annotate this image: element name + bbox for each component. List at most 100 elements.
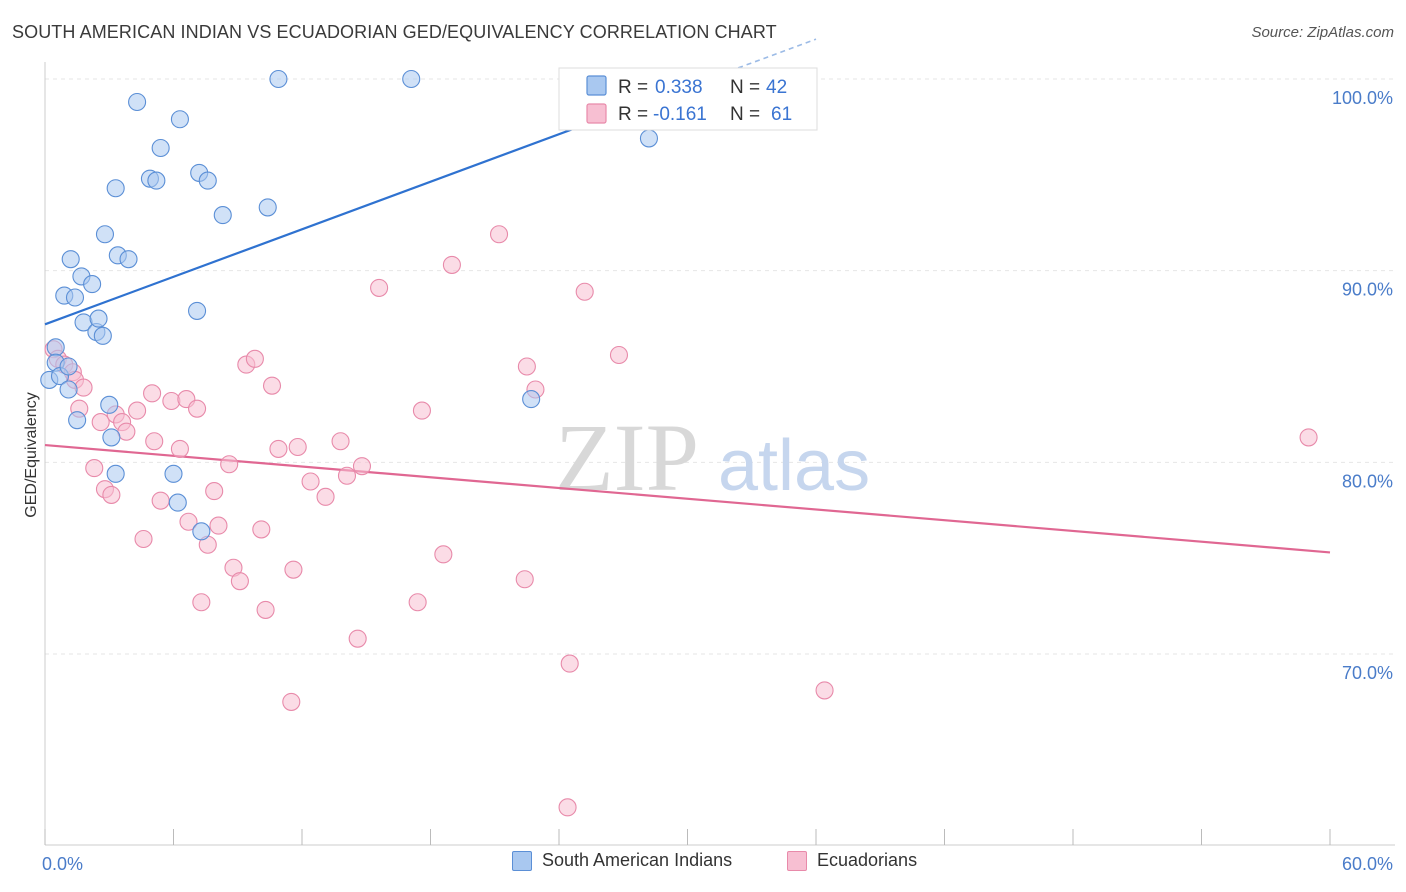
point-south-american-indians [61, 250, 80, 269]
legend-n-label-2: N = [730, 104, 760, 125]
point-ecuadorians [434, 545, 453, 564]
legend-item-south-american-indians: South American Indians [512, 850, 732, 871]
point-ecuadorians [609, 345, 629, 365]
point-ecuadorians [370, 278, 389, 297]
point-ecuadorians [412, 401, 431, 420]
point-ecuadorians [288, 437, 307, 457]
y-axis-title: GED/Equivalency [23, 392, 40, 517]
legend-r-label-1: R = [618, 77, 648, 98]
point-ecuadorians [348, 629, 367, 648]
point-ecuadorians [316, 487, 335, 506]
point-ecuadorians [179, 512, 198, 531]
point-ecuadorians [205, 482, 224, 501]
legend-n-value-2: 61 [771, 104, 792, 125]
point-south-american-indians [128, 92, 147, 112]
y-tick-label: 100.0% [1332, 88, 1393, 108]
point-south-american-indians [106, 464, 125, 483]
point-ecuadorians [301, 472, 320, 491]
point-ecuadorians [442, 255, 461, 274]
point-south-american-indians [95, 225, 115, 244]
point-ecuadorians [220, 455, 239, 474]
point-south-american-indians [119, 250, 138, 269]
legend-item-ecuadorians: Ecuadorians [787, 850, 917, 871]
point-south-american-indians [192, 522, 211, 541]
point-south-american-indians [258, 198, 277, 217]
point-ecuadorians [284, 560, 303, 579]
watermark-zip: ZIP [555, 404, 699, 511]
axes [44, 62, 1395, 846]
point-ecuadorians [352, 457, 372, 476]
point-ecuadorians [560, 654, 579, 673]
point-south-american-indians [188, 301, 207, 320]
point-ecuadorians [230, 572, 249, 591]
point-south-american-indians [269, 69, 288, 89]
point-ecuadorians [74, 378, 93, 397]
point-south-american-indians [65, 288, 85, 307]
legend-swatch-pink [586, 103, 607, 124]
point-ecuadorians [85, 459, 104, 478]
point-south-american-indians [198, 171, 217, 190]
legend-r-value-1: 0.338 [655, 77, 703, 98]
point-south-american-indians [164, 464, 183, 483]
point-south-american-indians [102, 428, 121, 447]
point-ecuadorians [134, 529, 153, 549]
point-south-american-indians [522, 390, 541, 409]
point-ecuadorians [517, 357, 536, 376]
point-south-american-indians [100, 395, 119, 414]
y-tick-label: 90.0% [1342, 280, 1393, 300]
point-ecuadorians [188, 399, 207, 418]
point-ecuadorians [337, 466, 357, 485]
legend-swatch-south-american-indians [512, 850, 532, 871]
point-south-american-indians [83, 275, 102, 294]
point-ecuadorians [256, 600, 275, 619]
y-tick-label: 70.0% [1342, 663, 1393, 683]
point-ecuadorians [815, 681, 834, 700]
point-ecuadorians [143, 384, 162, 403]
bottom-legend: South American Indians Ecuadorians [0, 850, 1406, 880]
point-ecuadorians [515, 570, 534, 589]
point-ecuadorians [252, 520, 271, 539]
point-south-american-indians [168, 493, 187, 512]
legend-n-label-1: N = [730, 77, 760, 98]
point-ecuadorians [128, 401, 147, 420]
point-south-american-indians [151, 138, 170, 158]
legend-swatch-ecuadorians [787, 850, 807, 871]
point-south-american-indians [213, 206, 232, 225]
point-south-american-indians [89, 309, 108, 328]
point-ecuadorians [262, 376, 282, 395]
point-ecuadorians [209, 516, 228, 535]
legend-n-value-1: 42 [766, 77, 787, 98]
legend-swatch-blue [586, 75, 607, 96]
tick-labels: 70.0% 80.0% 90.0% 100.0% 0.0% 60.0% [42, 88, 1393, 874]
point-ecuadorians [282, 692, 301, 711]
data-points [40, 69, 1318, 817]
point-ecuadorians [151, 491, 170, 510]
point-ecuadorians [145, 432, 164, 451]
top-legend: R = 0.338 N = 42 R = -0.161 N = 61 [558, 67, 818, 131]
point-ecuadorians [170, 439, 189, 458]
point-ecuadorians [331, 432, 350, 451]
legend-r-label-2: R = [618, 104, 648, 125]
point-south-american-indians [93, 326, 112, 345]
point-south-american-indians [59, 380, 78, 399]
point-ecuadorians [91, 413, 110, 432]
legend-label-south-american-indians: South American Indians [542, 850, 733, 870]
point-south-american-indians [639, 129, 659, 148]
point-south-american-indians [68, 411, 87, 430]
x-tick-label-start: 0.0% [42, 854, 83, 874]
point-south-american-indians [147, 171, 166, 190]
point-ecuadorians [408, 593, 427, 612]
x-tick-label-end: 60.0% [1342, 854, 1393, 874]
point-ecuadorians [558, 798, 577, 817]
legend-label-ecuadorians: Ecuadorians [817, 850, 918, 870]
watermark: ZIP atlas [555, 404, 870, 511]
watermark-atlas: atlas [718, 426, 870, 506]
point-south-american-indians [170, 110, 189, 129]
legend-r-value-2: -0.161 [653, 104, 707, 125]
trend-line-ecuadorians [44, 443, 1331, 554]
point-ecuadorians [192, 593, 211, 612]
point-south-american-indians [402, 69, 421, 89]
point-ecuadorians [162, 391, 181, 411]
y-tick-label: 80.0% [1342, 471, 1393, 491]
